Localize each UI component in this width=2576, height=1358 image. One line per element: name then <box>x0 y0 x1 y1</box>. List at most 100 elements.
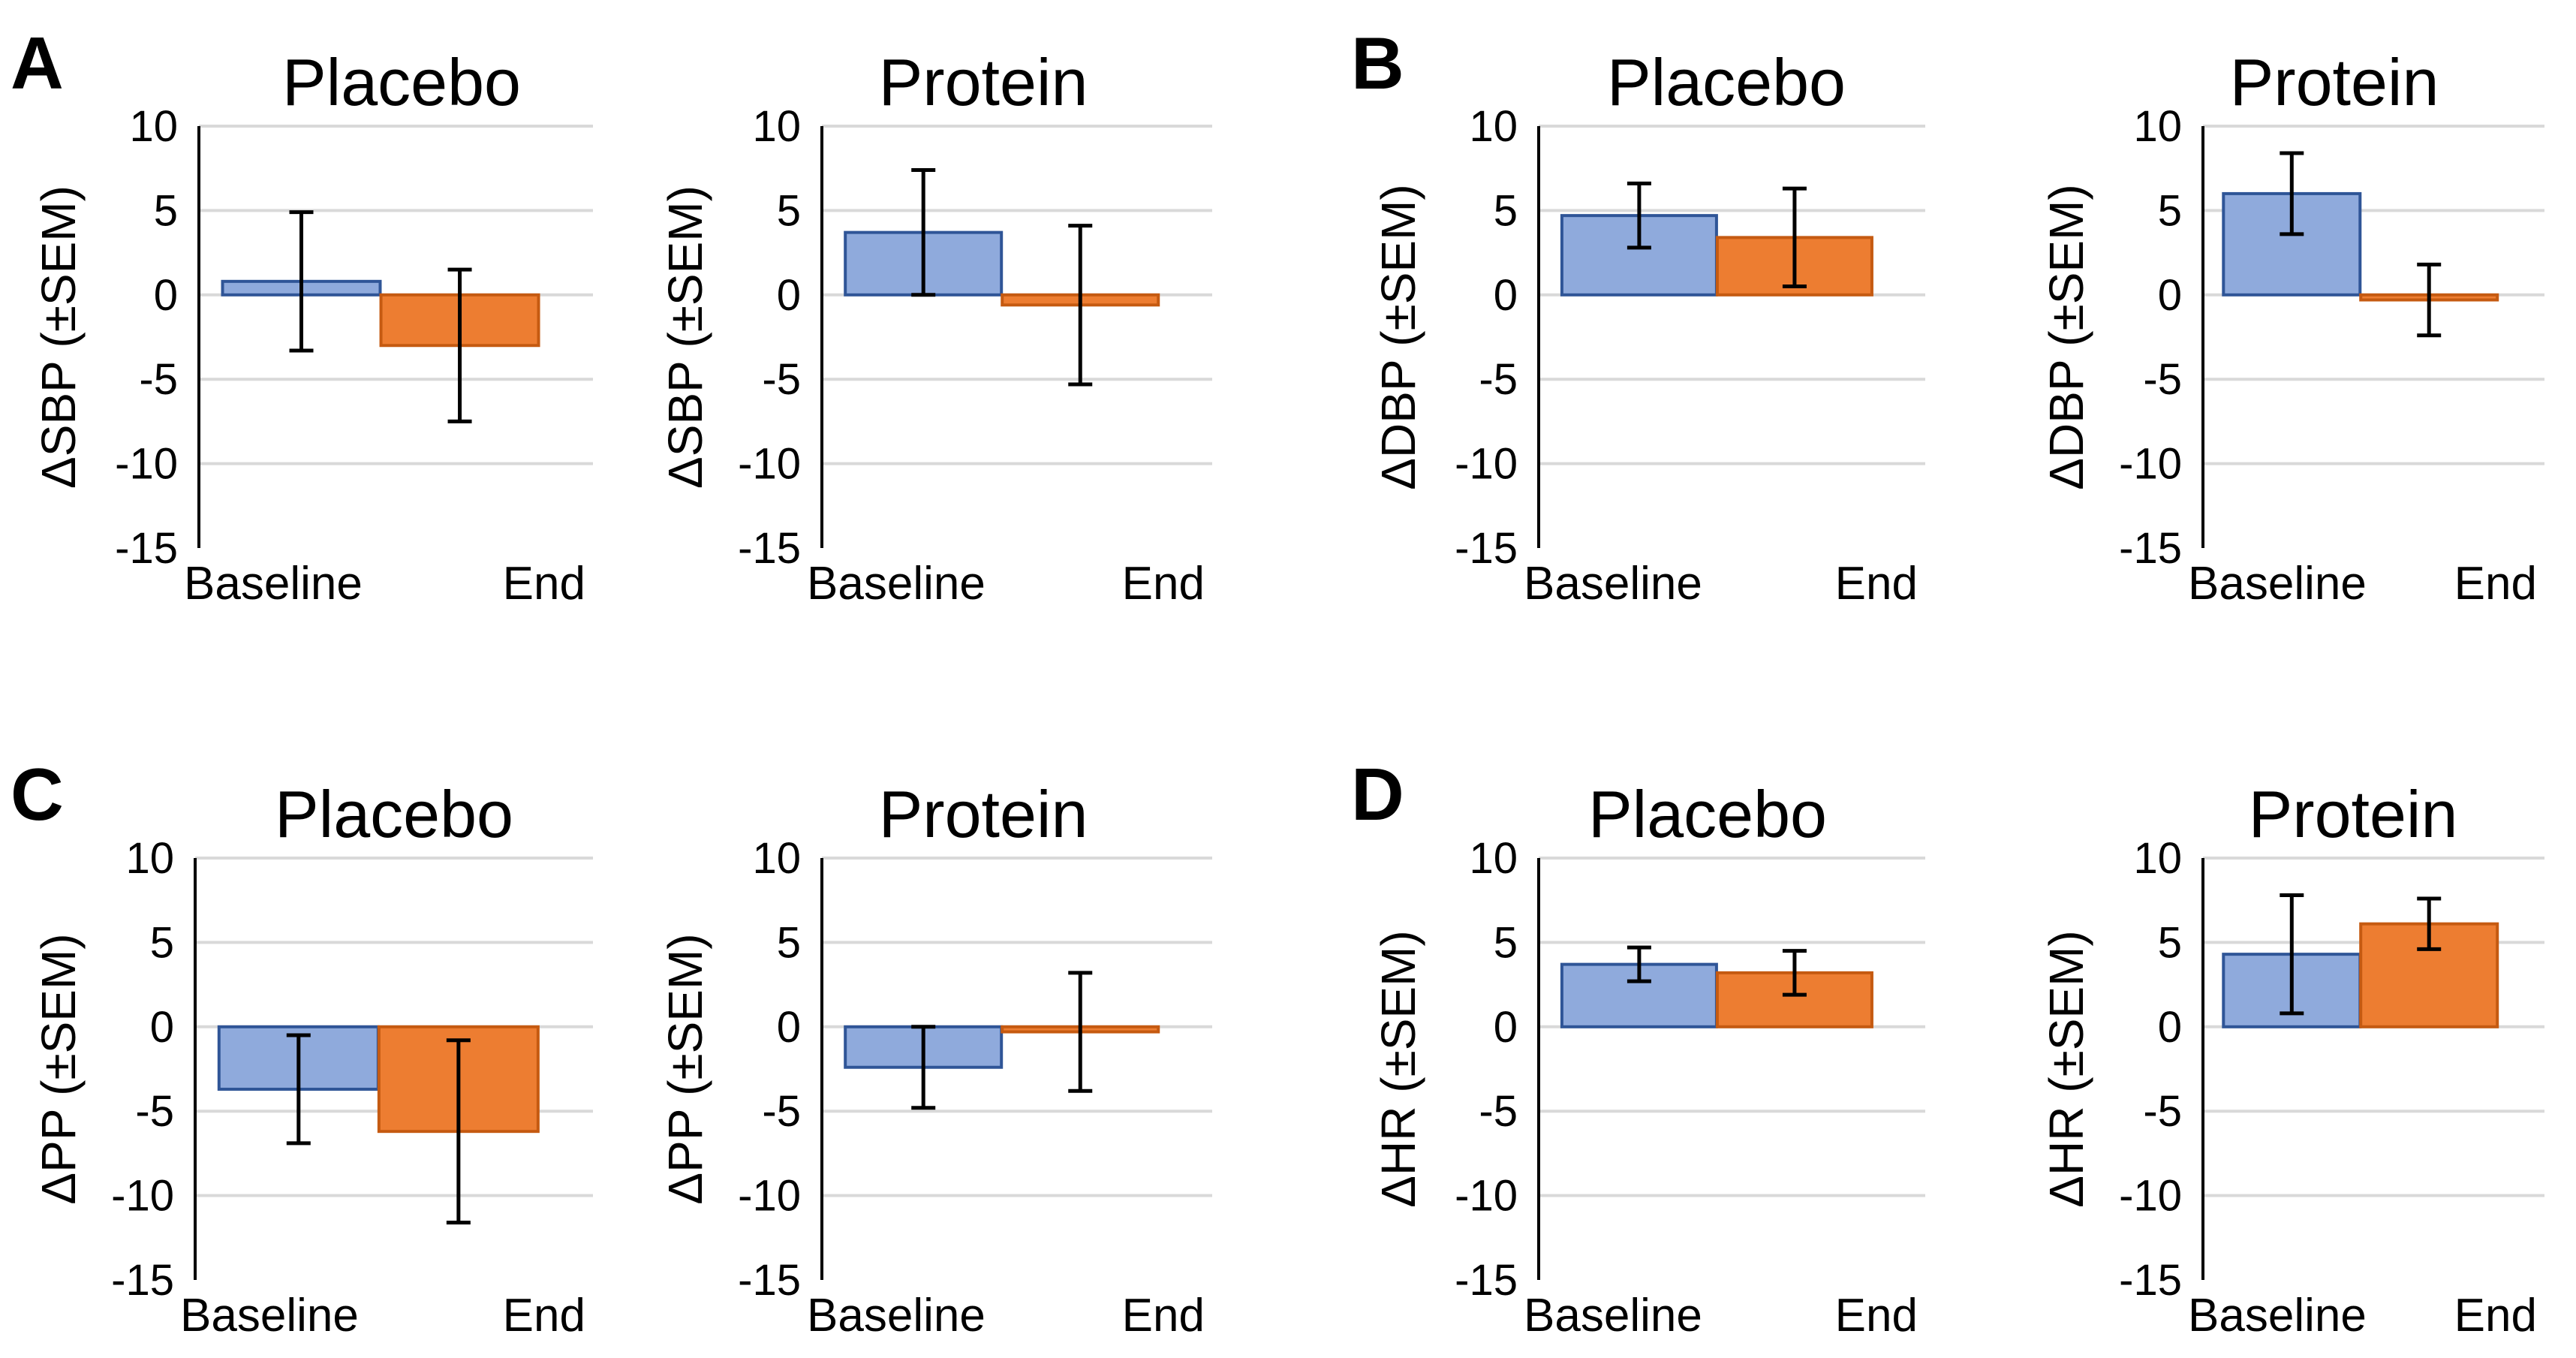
x-category-label: End <box>2454 1290 2537 1341</box>
x-category-label: Baseline <box>2188 558 2367 610</box>
y-axis-label: ΔPP (±SEM) <box>658 933 712 1204</box>
y-tick-label: -10 <box>111 1172 174 1221</box>
y-tick-label: -15 <box>1455 1256 1518 1305</box>
y-tick-label: -5 <box>762 355 801 404</box>
error-bar-end <box>1782 186 1807 289</box>
y-axis-label: ΔSBP (±SEM) <box>32 185 86 489</box>
y-tick-label: 10 <box>2133 102 2182 151</box>
y-axis-label: ΔPP (±SEM) <box>32 933 86 1204</box>
y-tick-label: 0 <box>1494 271 1518 320</box>
y-tick-label: 0 <box>1494 1003 1518 1052</box>
chart-title: Placebo <box>1588 777 1827 851</box>
y-tick-label: 10 <box>752 102 801 151</box>
x-category-label: End <box>1835 558 1918 610</box>
y-tick-label: -5 <box>139 355 178 404</box>
y-tick-label: -5 <box>762 1087 801 1136</box>
y-tick-label: -10 <box>738 440 801 489</box>
error-bar-end <box>1068 224 1093 387</box>
y-tick-label: -15 <box>115 524 178 573</box>
y-tick-label: 0 <box>777 271 801 320</box>
error-bar-baseline <box>2280 893 2304 1016</box>
error-bar-end <box>447 267 472 423</box>
x-category-label: End <box>503 558 585 610</box>
error-bar-baseline <box>1627 945 1651 983</box>
y-tick-label: 0 <box>154 271 178 320</box>
x-category-label: Baseline <box>1524 1290 1702 1341</box>
x-category-label: Baseline <box>807 558 986 610</box>
x-category-label: End <box>1835 1290 1918 1341</box>
error-bar-end <box>1068 971 1093 1093</box>
y-tick-label: -5 <box>1479 355 1518 404</box>
chart-title: Protein <box>2249 777 2458 851</box>
chart-title: Placebo <box>282 45 521 119</box>
y-tick-label: -10 <box>115 440 178 489</box>
y-tick-label: -15 <box>111 1256 174 1305</box>
y-tick-label: 5 <box>777 918 801 967</box>
x-category-label: End <box>2454 558 2537 610</box>
y-tick-label: 5 <box>2158 918 2182 967</box>
error-bar-baseline <box>911 167 936 297</box>
chart-title: Protein <box>879 45 1088 119</box>
chart-title: Protein <box>2230 45 2439 119</box>
y-tick-label: -5 <box>2143 1087 2182 1136</box>
y-tick-label: 10 <box>129 102 178 151</box>
y-tick-label: 0 <box>777 1003 801 1052</box>
error-bar-end <box>446 1038 471 1225</box>
y-axis-label: ΔDBP (±SEM) <box>2039 184 2093 489</box>
x-category-label: Baseline <box>2188 1290 2367 1341</box>
y-tick-label: -10 <box>1455 440 1518 489</box>
error-bar-baseline <box>289 210 314 353</box>
error-bar-baseline <box>2280 151 2304 236</box>
chart-title: Placebo <box>1607 45 1846 119</box>
panel-letter-c: C <box>11 753 64 836</box>
x-category-label: End <box>1122 1290 1205 1341</box>
x-category-label: Baseline <box>184 558 363 610</box>
y-axis-label: ΔSBP (±SEM) <box>658 185 712 489</box>
y-tick-label: 5 <box>2158 186 2182 235</box>
y-tick-label: 0 <box>2158 271 2182 320</box>
y-axis-label: ΔDBP (±SEM) <box>1371 184 1425 489</box>
x-category-label: Baseline <box>1524 558 1702 610</box>
y-tick-label: -15 <box>738 1256 801 1305</box>
x-category-label: Baseline <box>180 1290 359 1341</box>
error-bar-baseline <box>1627 181 1651 250</box>
y-tick-label: -15 <box>738 524 801 573</box>
chart-title: Protein <box>879 777 1088 851</box>
y-tick-label: 10 <box>2133 834 2182 883</box>
y-tick-label: 5 <box>150 918 174 967</box>
y-tick-label: -15 <box>1455 524 1518 573</box>
y-tick-label: 10 <box>1469 834 1518 883</box>
y-tick-label: 10 <box>752 834 801 883</box>
error-bar-end <box>1782 949 1807 997</box>
panel-letter-a: A <box>11 22 64 104</box>
y-tick-label: -15 <box>2119 1256 2182 1305</box>
y-tick-label: -10 <box>1455 1172 1518 1221</box>
chart-title: Placebo <box>275 777 513 851</box>
y-tick-label: 5 <box>1494 918 1518 967</box>
y-tick-label: -5 <box>2143 355 2182 404</box>
x-category-label: End <box>503 1290 585 1341</box>
y-axis-label: ΔHR (±SEM) <box>1371 930 1425 1207</box>
y-tick-label: -5 <box>135 1087 174 1136</box>
y-tick-label: 10 <box>125 834 174 883</box>
x-category-label: Baseline <box>807 1290 986 1341</box>
y-tick-label: 0 <box>150 1003 174 1052</box>
error-bar-baseline <box>911 1025 936 1110</box>
y-tick-label: -10 <box>2119 1172 2182 1221</box>
x-category-label: End <box>1122 558 1205 610</box>
y-tick-label: -10 <box>2119 440 2182 489</box>
error-bar-end <box>2417 262 2442 338</box>
y-axis-label: ΔHR (±SEM) <box>2039 930 2093 1207</box>
y-tick-label: 5 <box>154 186 178 235</box>
panel-letter-b: B <box>1351 22 1404 104</box>
y-tick-label: 5 <box>1494 186 1518 235</box>
panel-letter-d: D <box>1351 753 1404 836</box>
